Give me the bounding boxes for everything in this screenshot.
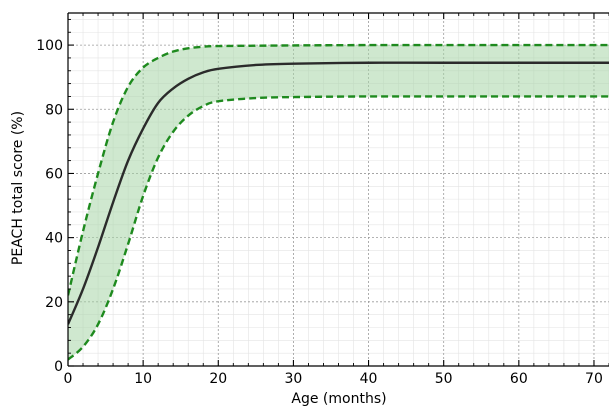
y-tick-label: 40 <box>45 231 63 247</box>
median-line <box>68 61 609 325</box>
x-tick-label: 50 <box>435 371 453 387</box>
x-tick-label: 60 <box>510 371 528 387</box>
y-tick-label: 60 <box>45 166 63 182</box>
series-lines <box>68 43 609 361</box>
x-tick-label: 0 <box>64 371 73 387</box>
y-tick-label: 100 <box>36 38 63 54</box>
lower-bound-line <box>68 95 609 361</box>
ticks: 0 10 20 30 40 50 60 70 0 20 40 60 80 100 <box>36 13 609 387</box>
band-area <box>68 45 609 360</box>
y-tick-label: 80 <box>45 102 63 118</box>
x-tick-label: 20 <box>209 371 227 387</box>
y-axis-label: PEACH total score (%) <box>10 111 26 265</box>
y-tick-label: 20 <box>45 295 63 311</box>
confidence-band <box>68 45 609 360</box>
x-tick-label: 70 <box>585 371 603 387</box>
x-tick-label: 30 <box>285 371 303 387</box>
x-tick-label: 40 <box>360 371 378 387</box>
y-tick-label: 0 <box>54 359 63 375</box>
x-tick-label: 10 <box>134 371 152 387</box>
x-axis-label: Age (months) <box>291 391 386 407</box>
